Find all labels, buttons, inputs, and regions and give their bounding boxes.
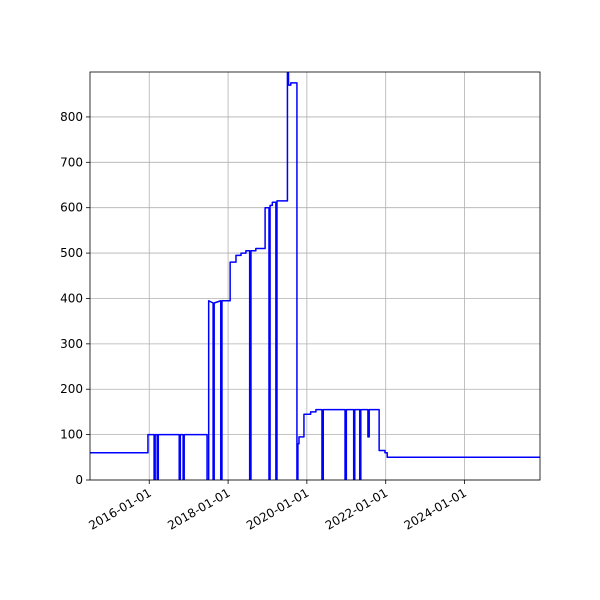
x-tick-label: 2018-01-01 bbox=[165, 486, 232, 533]
grid bbox=[90, 72, 540, 481]
data-line bbox=[90, 72, 540, 480]
y-tick-label: 700 bbox=[60, 155, 83, 169]
y-tick-label: 400 bbox=[60, 291, 83, 305]
y-tick-label: 100 bbox=[60, 428, 83, 442]
y-tick-label: 0 bbox=[75, 473, 83, 487]
y-tick-label: 500 bbox=[60, 246, 83, 260]
y-tick-label: 800 bbox=[60, 110, 83, 124]
y-tick-label: 300 bbox=[60, 337, 83, 351]
axes-frame bbox=[89, 71, 541, 481]
y-tick-label: 600 bbox=[60, 201, 83, 215]
x-tick-label: 2024-01-01 bbox=[402, 486, 469, 533]
y-tick-label: 200 bbox=[60, 382, 83, 396]
ticks: 0 100 200 300 400 500 600 700 800 2016-01-01 2018-… bbox=[60, 110, 469, 533]
x-tick-label: 2022-01-01 bbox=[323, 486, 390, 533]
x-tick-label: 2016-01-01 bbox=[86, 486, 153, 533]
plot-area bbox=[90, 72, 540, 480]
x-tick-label: 2020-01-01 bbox=[244, 486, 311, 533]
